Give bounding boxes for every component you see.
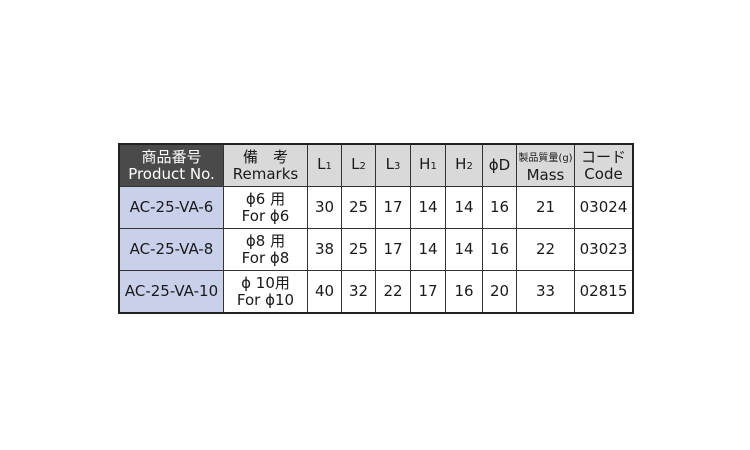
cell-h2: 14 bbox=[445, 186, 483, 229]
h1-sub: 1 bbox=[430, 161, 437, 172]
h2-label: H bbox=[455, 155, 467, 173]
table-row: AC-25-VA-10 ϕ 10用 For ϕ10 40 32 22 17 16 20 33 028… bbox=[118, 270, 634, 314]
remarks-en: For ϕ6 bbox=[241, 206, 290, 225]
cell-remarks: ϕ8 用 For ϕ8 bbox=[223, 228, 308, 271]
header-remarks: 備 考 Remarks bbox=[223, 143, 308, 187]
h2-sub: 2 bbox=[466, 161, 473, 172]
header-product-no: 商品番号 Product No. bbox=[118, 143, 224, 187]
cell-l3: 17 bbox=[375, 228, 411, 271]
table-row: AC-25-VA-6 ϕ6 用 For ϕ6 30 25 17 14 14 16 21 03024 bbox=[118, 186, 634, 229]
cell-code: 03023 bbox=[574, 228, 634, 271]
header-remarks-en: Remarks bbox=[232, 164, 299, 183]
cell-mass: 33 bbox=[516, 270, 575, 314]
cell-code: 02815 bbox=[574, 270, 634, 314]
cell-h1: 14 bbox=[410, 228, 446, 271]
header-h1: H1 bbox=[410, 143, 446, 187]
header-mass-ja: 製品質量(g) bbox=[518, 152, 573, 164]
header-l3: L3 bbox=[375, 143, 411, 187]
remarks-en: For ϕ8 bbox=[241, 248, 290, 267]
cell-d: 16 bbox=[482, 186, 517, 229]
header-h2: H2 bbox=[445, 143, 483, 187]
l3-label: L bbox=[385, 155, 394, 173]
header-row: 商品番号 Product No. 備 考 Remarks L1 L2 L3 H1 H… bbox=[118, 143, 634, 187]
cell-l1: 38 bbox=[307, 228, 342, 271]
remarks-ja: ϕ6 用 bbox=[245, 189, 286, 208]
cell-product: AC-25-VA-10 bbox=[118, 270, 224, 314]
cell-product: AC-25-VA-8 bbox=[118, 228, 224, 271]
cell-l3: 17 bbox=[375, 186, 411, 229]
header-mass: 製品質量(g) Mass bbox=[516, 143, 575, 187]
header-product-en: Product No. bbox=[128, 164, 215, 183]
header-product-ja: 商品番号 bbox=[141, 147, 202, 166]
cell-code: 03024 bbox=[574, 186, 634, 229]
l1-label: L bbox=[317, 155, 326, 173]
cell-mass: 22 bbox=[516, 228, 575, 271]
cell-h1: 17 bbox=[410, 270, 446, 314]
cell-l2: 25 bbox=[341, 186, 376, 229]
header-l1: L1 bbox=[307, 143, 342, 187]
cell-d: 20 bbox=[482, 270, 517, 314]
remarks-ja: ϕ 10用 bbox=[241, 273, 290, 292]
cell-h2: 16 bbox=[445, 270, 483, 314]
cell-l1: 30 bbox=[307, 186, 342, 229]
header-code: コード Code bbox=[574, 143, 634, 187]
l2-label: L bbox=[351, 155, 360, 173]
header-mass-en: Mass bbox=[526, 165, 565, 184]
cell-l3: 22 bbox=[375, 270, 411, 314]
h1-label: H bbox=[419, 155, 431, 173]
l3-sub: 3 bbox=[393, 161, 401, 172]
l2-sub: 2 bbox=[359, 161, 366, 172]
cell-h2: 14 bbox=[445, 228, 483, 271]
header-remarks-ja: 備 考 bbox=[242, 147, 288, 166]
cell-remarks: ϕ6 用 For ϕ6 bbox=[223, 186, 308, 229]
header-code-ja: コード bbox=[580, 147, 626, 166]
header-l2: L2 bbox=[341, 143, 376, 187]
cell-product: AC-25-VA-6 bbox=[118, 186, 224, 229]
cell-mass: 21 bbox=[516, 186, 575, 229]
cell-l2: 32 bbox=[341, 270, 376, 314]
cell-h1: 14 bbox=[410, 186, 446, 229]
cell-d: 16 bbox=[482, 228, 517, 271]
l1-sub: 1 bbox=[325, 161, 332, 172]
cell-l1: 40 bbox=[307, 270, 342, 314]
cell-l2: 25 bbox=[341, 228, 376, 271]
cell-remarks: ϕ 10用 For ϕ10 bbox=[223, 270, 308, 314]
table-row: AC-25-VA-8 ϕ8 用 For ϕ8 38 25 17 14 14 16 22 03023 bbox=[118, 228, 634, 271]
remarks-en: For ϕ10 bbox=[236, 290, 295, 309]
header-d: ϕD bbox=[482, 143, 517, 187]
remarks-ja: ϕ8 用 bbox=[245, 231, 286, 250]
spec-table: 商品番号 Product No. 備 考 Remarks L1 L2 L3 H1 H… bbox=[118, 143, 634, 314]
header-code-en: Code bbox=[584, 164, 623, 183]
